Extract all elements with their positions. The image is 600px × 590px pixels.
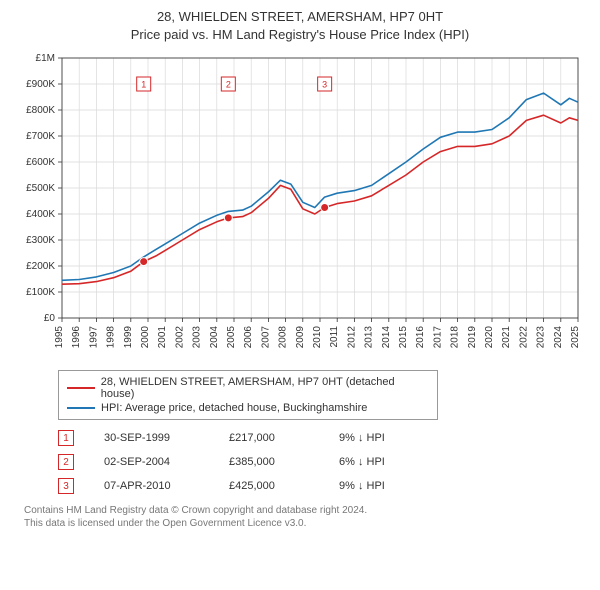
transaction-price: £217,000	[229, 432, 309, 444]
transaction-marker: 3	[58, 478, 74, 494]
title-line-1: 28, WHIELDEN STREET, AMERSHAM, HP7 0HT	[12, 8, 588, 26]
transaction-date: 02-SEP-2004	[104, 456, 199, 468]
svg-text:2005: 2005	[226, 326, 237, 349]
transaction-price: £385,000	[229, 456, 309, 468]
svg-text:£0: £0	[44, 313, 56, 324]
transaction-row: 1 30-SEP-1999 £217,000 9% ↓ HPI	[58, 426, 584, 450]
svg-text:2023: 2023	[536, 326, 547, 349]
transaction-row: 2 02-SEP-2004 £385,000 6% ↓ HPI	[58, 450, 584, 474]
legend-item: HPI: Average price, detached house, Buck…	[67, 401, 429, 415]
transaction-date: 07-APR-2010	[104, 480, 199, 492]
svg-text:2003: 2003	[192, 326, 203, 349]
svg-text:2013: 2013	[364, 326, 375, 349]
legend-label: 28, WHIELDEN STREET, AMERSHAM, HP7 0HT (…	[101, 376, 429, 400]
svg-text:2022: 2022	[518, 326, 529, 349]
transaction-row: 3 07-APR-2010 £425,000 9% ↓ HPI	[58, 474, 584, 498]
transaction-price: £425,000	[229, 480, 309, 492]
svg-text:£700K: £700K	[26, 131, 55, 142]
line-chart-svg: £0 £100K £200K £300K £400K £500K £600K £700K £80…	[12, 50, 588, 360]
svg-text:£1M: £1M	[36, 53, 55, 64]
svg-text:2: 2	[226, 80, 231, 90]
svg-text:£300K: £300K	[26, 235, 55, 246]
transaction-diff: 9% ↓ HPI	[339, 432, 419, 444]
svg-text:2004: 2004	[209, 326, 220, 349]
legend-label: HPI: Average price, detached house, Buck…	[101, 402, 367, 414]
svg-text:£900K: £900K	[26, 79, 55, 90]
svg-text:2006: 2006	[243, 326, 254, 349]
svg-text:2015: 2015	[398, 326, 409, 349]
svg-text:2019: 2019	[467, 326, 478, 349]
svg-text:£100K: £100K	[26, 287, 55, 298]
transaction-diff: 6% ↓ HPI	[339, 456, 419, 468]
svg-text:2002: 2002	[174, 326, 185, 349]
transaction-marker: 1	[58, 430, 74, 446]
svg-text:2000: 2000	[140, 326, 151, 349]
svg-text:1996: 1996	[71, 326, 82, 349]
svg-text:2014: 2014	[381, 326, 392, 349]
svg-text:2001: 2001	[157, 326, 168, 349]
transactions-table: 1 30-SEP-1999 £217,000 9% ↓ HPI 2 02-SEP-2004…	[58, 426, 584, 498]
svg-text:2011: 2011	[329, 326, 340, 348]
legend-item: 28, WHIELDEN STREET, AMERSHAM, HP7 0HT (…	[67, 375, 429, 401]
transaction-diff: 9% ↓ HPI	[339, 480, 419, 492]
legend-swatch	[67, 387, 95, 389]
svg-text:£600K: £600K	[26, 157, 55, 168]
svg-text:2018: 2018	[450, 326, 461, 349]
svg-text:2021: 2021	[501, 326, 512, 349]
svg-text:1997: 1997	[88, 326, 99, 349]
svg-text:£500K: £500K	[26, 183, 55, 194]
svg-text:£200K: £200K	[26, 261, 55, 272]
attribution-line-2: This data is licensed under the Open Gov…	[24, 517, 584, 530]
svg-text:2024: 2024	[553, 326, 564, 349]
svg-text:2012: 2012	[346, 326, 357, 349]
svg-text:1999: 1999	[123, 326, 134, 349]
svg-text:2009: 2009	[295, 326, 306, 349]
svg-text:2007: 2007	[260, 326, 271, 349]
svg-text:2017: 2017	[432, 326, 443, 349]
chart-title-block: 28, WHIELDEN STREET, AMERSHAM, HP7 0HT P…	[12, 8, 588, 44]
svg-text:2016: 2016	[415, 326, 426, 349]
svg-text:£800K: £800K	[26, 105, 55, 116]
svg-text:1: 1	[141, 80, 146, 90]
svg-text:1995: 1995	[54, 326, 65, 349]
legend-swatch	[67, 407, 95, 409]
title-line-2: Price paid vs. HM Land Registry's House …	[12, 26, 588, 44]
svg-text:2025: 2025	[570, 326, 581, 349]
attribution-line-1: Contains HM Land Registry data © Crown c…	[24, 504, 584, 517]
svg-text:2010: 2010	[312, 326, 323, 349]
svg-text:1998: 1998	[106, 326, 117, 349]
legend: 28, WHIELDEN STREET, AMERSHAM, HP7 0HT (…	[58, 370, 438, 420]
chart-container: { "title_line1": "28, WHIELDEN STREET, A…	[0, 0, 600, 540]
svg-text:2008: 2008	[278, 326, 289, 349]
attribution: Contains HM Land Registry data © Crown c…	[24, 504, 584, 530]
transaction-date: 30-SEP-1999	[104, 432, 199, 444]
svg-text:£400K: £400K	[26, 209, 55, 220]
svg-text:2020: 2020	[484, 326, 495, 349]
transaction-marker: 2	[58, 454, 74, 470]
chart-plot: £0 £100K £200K £300K £400K £500K £600K £700K £80…	[12, 50, 588, 360]
svg-text:3: 3	[322, 80, 327, 90]
